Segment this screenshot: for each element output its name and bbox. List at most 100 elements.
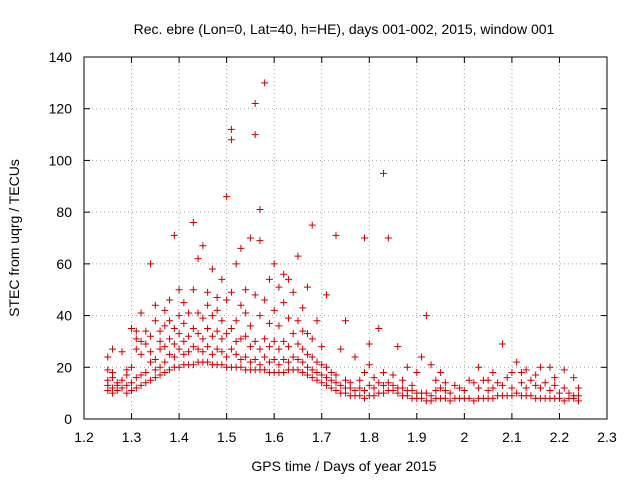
- data-point: [560, 366, 568, 374]
- data-point: [574, 384, 582, 392]
- data-point: [104, 353, 112, 361]
- data-point: [536, 363, 544, 371]
- data-point: [413, 368, 421, 376]
- data-point: [194, 330, 202, 338]
- data-point: [361, 234, 369, 242]
- data-point: [161, 306, 169, 314]
- data-point: [218, 348, 226, 356]
- data-point: [256, 206, 264, 214]
- data-point: [113, 379, 121, 387]
- data-point: [204, 288, 212, 296]
- data-point: [427, 392, 435, 400]
- data-point: [299, 368, 307, 376]
- data-point: [380, 381, 388, 389]
- data-point: [275, 361, 283, 369]
- data-point: [570, 374, 578, 382]
- data-point: [218, 275, 226, 283]
- data-point: [432, 387, 440, 395]
- data-point: [170, 340, 178, 348]
- data-point: [332, 379, 340, 387]
- y-tick-label: 60: [56, 256, 72, 272]
- data-point: [280, 356, 288, 364]
- data-point: [218, 317, 226, 325]
- data-point: [532, 371, 540, 379]
- data-point: [251, 291, 259, 299]
- x-tick-label: 1.4: [169, 429, 189, 445]
- data-point: [227, 325, 235, 332]
- data-point: [237, 335, 245, 343]
- data-point: [517, 368, 525, 376]
- y-tick-label: 140: [49, 49, 73, 65]
- data-point: [242, 309, 250, 317]
- data-point: [351, 387, 359, 395]
- data-point: [151, 374, 159, 382]
- data-point: [109, 368, 117, 376]
- data-point: [227, 125, 235, 133]
- data-point: [275, 283, 283, 291]
- data-point: [270, 337, 278, 345]
- data-point: [560, 397, 568, 405]
- data-point: [204, 358, 212, 366]
- data-point: [555, 389, 563, 397]
- data-point: [265, 319, 273, 327]
- data-point: [513, 389, 521, 397]
- data-point: [189, 286, 197, 294]
- y-axis-label: STEC from uqrg / TECUs: [6, 159, 22, 317]
- data-point: [399, 376, 407, 384]
- data-point: [128, 387, 136, 395]
- data-point: [156, 345, 164, 353]
- data-point: [161, 322, 169, 330]
- y-tick-label: 0: [64, 411, 72, 427]
- data-point: [156, 363, 164, 371]
- data-point: [232, 350, 240, 358]
- data-point: [422, 312, 430, 320]
- data-point: [280, 337, 288, 345]
- data-point: [327, 376, 335, 384]
- x-tick-label: 2.2: [550, 429, 570, 445]
- data-point: [137, 350, 145, 358]
- data-point: [503, 374, 511, 382]
- data-point: [118, 376, 126, 384]
- data-point: [370, 384, 378, 392]
- data-point: [142, 340, 150, 348]
- data-point: [451, 381, 459, 389]
- data-point: [303, 371, 311, 379]
- data-point: [375, 325, 383, 332]
- data-point: [156, 337, 164, 345]
- data-point: [161, 343, 169, 351]
- data-point: [232, 337, 240, 345]
- data-point: [303, 330, 311, 338]
- data-point: [123, 366, 131, 374]
- data-point: [242, 353, 250, 361]
- y-tick-labels: 0 20 40 60 80 100 120 140: [49, 49, 73, 427]
- data-point: [470, 379, 478, 387]
- data-point: [342, 376, 349, 384]
- data-point: [175, 363, 183, 371]
- y-tick-label: 20: [56, 359, 72, 375]
- data-point: [218, 361, 226, 369]
- data-point: [356, 392, 364, 400]
- data-point: [237, 244, 245, 252]
- data-point: [208, 332, 216, 340]
- data-point: [175, 286, 183, 294]
- data-point: [327, 384, 335, 392]
- data-point: [170, 231, 178, 239]
- data-point: [185, 332, 193, 340]
- data-point: [275, 322, 283, 330]
- data-point: [318, 343, 326, 351]
- data-point: [574, 392, 582, 400]
- data-point: [265, 275, 273, 283]
- data-point: [256, 237, 264, 245]
- y-tick-label: 80: [56, 204, 72, 220]
- data-point: [280, 299, 288, 307]
- data-point: [460, 387, 468, 395]
- data-point: [365, 381, 373, 389]
- data-point: [261, 353, 269, 361]
- data-point: [223, 296, 231, 304]
- data-point: [517, 379, 525, 387]
- data-point: [408, 381, 416, 389]
- data-point: [132, 345, 140, 353]
- data-point: [142, 368, 150, 376]
- data-point: [441, 379, 449, 387]
